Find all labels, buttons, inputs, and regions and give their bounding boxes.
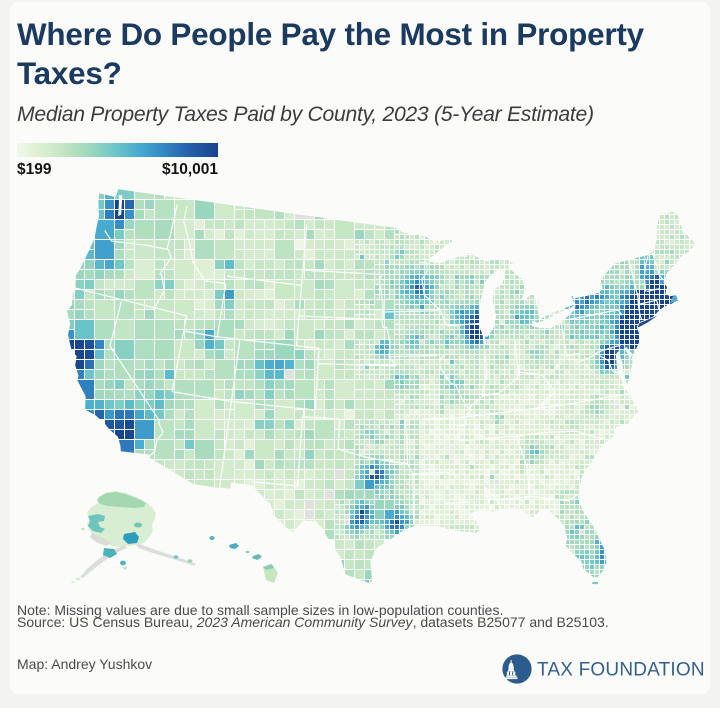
svg-text:TAX FOUNDATION: TAX FOUNDATION [537, 659, 705, 680]
